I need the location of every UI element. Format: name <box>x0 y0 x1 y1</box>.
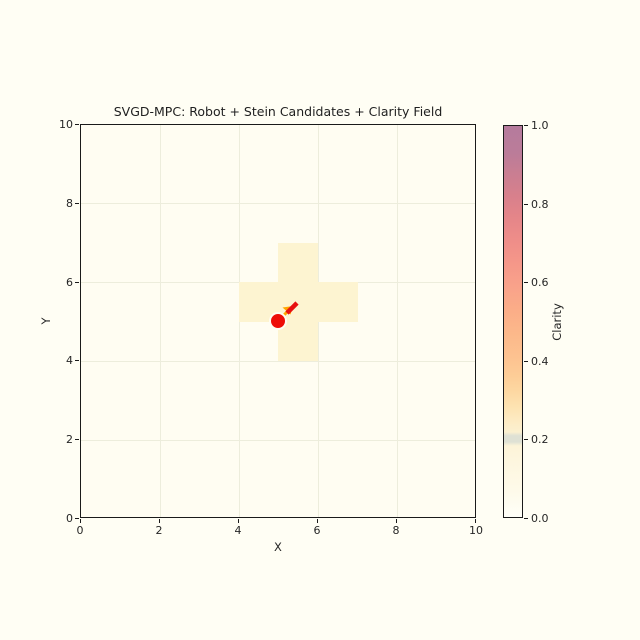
grid-line-x8 <box>397 125 398 517</box>
y-ticklabel-4: 4 <box>66 354 73 367</box>
colorbar-ticklabel-0.8: 0.8 <box>531 198 549 211</box>
y-ticklabel-8: 8 <box>66 197 73 210</box>
colorbar-ticklabel-0.4: 0.4 <box>531 355 549 368</box>
y-tickmark-0 <box>75 518 79 519</box>
colorbar-tickmark-0.6 <box>524 282 528 283</box>
x-tickmark-6 <box>317 519 318 523</box>
x-axis-label: X <box>274 540 282 554</box>
y-tickmark-10 <box>75 124 79 125</box>
y-ticklabel-2: 2 <box>66 433 73 446</box>
clarity-cell-bottom <box>278 322 318 361</box>
y-tickmark-6 <box>75 282 79 283</box>
x-ticklabel-0: 0 <box>76 524 84 537</box>
colorbar-tickmark-0.8 <box>524 204 528 205</box>
grid-line-y2 <box>81 440 475 441</box>
grid-line-y8 <box>81 203 475 204</box>
colorbar-ticklabel-0.2: 0.2 <box>531 433 549 446</box>
grid-line-y4 <box>81 361 475 362</box>
y-ticklabel-10: 10 <box>59 118 73 131</box>
x-tickmark-2 <box>159 519 160 523</box>
colorbar-axis-label: Clarity <box>550 303 564 341</box>
y-axis-label: Y <box>39 317 53 325</box>
colorbar-tickmark-0.0 <box>524 518 528 519</box>
colorbar-tickmark-0.4 <box>524 361 528 362</box>
x-ticklabel-2: 2 <box>155 524 163 537</box>
x-ticklabel-6: 6 <box>313 524 321 537</box>
y-tickmark-8 <box>75 203 79 204</box>
clarity-cell-top <box>278 243 318 282</box>
stein-candidate-segment <box>285 301 299 315</box>
x-tickmark-10 <box>475 519 476 523</box>
y-tickmark-4 <box>75 360 79 361</box>
clarity-cell-middle-row <box>239 282 358 322</box>
y-ticklabel-6: 6 <box>66 276 73 289</box>
x-ticklabel-4: 4 <box>234 524 242 537</box>
chart-title: SVGD-MPC: Robot + Stein Candidates + Cla… <box>113 104 443 119</box>
x-ticklabel-10: 10 <box>469 524 483 537</box>
colorbar-tickmark-0.2 <box>524 439 528 440</box>
x-tickmark-8 <box>396 519 397 523</box>
x-tickmark-4 <box>238 519 239 523</box>
y-tickmark-2 <box>75 439 79 440</box>
plot-area <box>80 124 476 518</box>
colorbar <box>503 125 523 518</box>
robot-marker <box>269 312 287 330</box>
x-ticklabel-8: 8 <box>392 524 400 537</box>
colorbar-ticklabel-0.0: 0.0 <box>531 512 549 525</box>
colorbar-ticklabel-1.0: 1.0 <box>531 119 549 132</box>
colorbar-ticklabel-0.6: 0.6 <box>531 276 549 289</box>
colorbar-tickmark-1.0 <box>524 125 528 126</box>
grid-line-x2 <box>160 125 161 517</box>
x-tickmark-0 <box>80 519 81 523</box>
y-ticklabel-0: 0 <box>66 512 73 525</box>
